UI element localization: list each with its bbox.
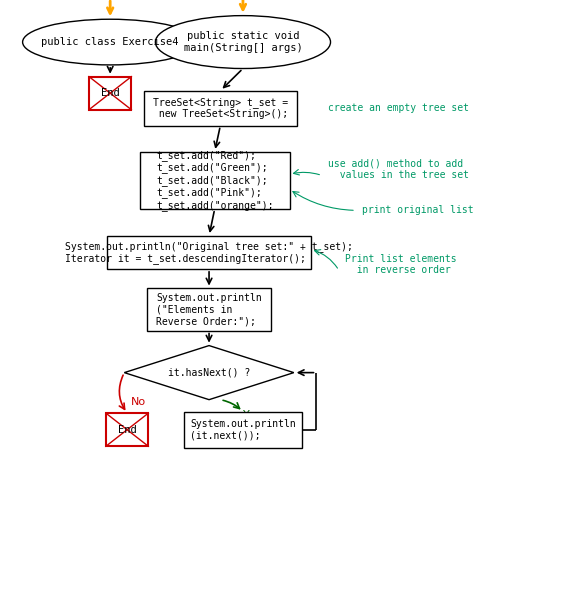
Ellipse shape	[155, 16, 331, 69]
Text: use add() method to add
  values in the tree set: use add() method to add values in the tr…	[328, 159, 469, 180]
Text: System.out.println("Original tree set:" + t_set);
Iterator it = t_set.descending: System.out.println("Original tree set:" …	[65, 241, 353, 264]
Bar	[147, 288, 271, 331]
Text: Print list elements
  in reverse order: Print list elements in reverse order	[345, 254, 457, 275]
Text: t_set.add("Red");
t_set.add("Green");
t_set.add("Black");
t_set.add("Pink");
t_s: t_set.add("Red"); t_set.add("Green"); t_…	[156, 150, 273, 211]
Text: create an empty tree set: create an empty tree set	[328, 103, 469, 113]
Text: it.hasNext() ?: it.hasNext() ?	[168, 368, 250, 377]
Polygon shape	[124, 346, 294, 400]
Bar	[106, 413, 148, 446]
Text: End: End	[101, 88, 120, 98]
Text: System.out.println
(it.next());: System.out.println (it.next());	[190, 419, 296, 441]
Text: No: No	[131, 397, 146, 407]
Bar	[184, 412, 302, 448]
Bar	[107, 236, 311, 269]
Bar	[140, 152, 289, 209]
Bar	[89, 76, 131, 109]
Text: End: End	[118, 425, 137, 435]
Text: public static void
main(String[] args): public static void main(String[] args)	[184, 31, 302, 53]
Text: System.out.println
("Elements in
Reverse Order:");: System.out.println ("Elements in Reverse…	[156, 293, 262, 326]
Text: print original list: print original list	[362, 206, 473, 215]
Text: TreeSet<String> t_set =
 new TreeSet<String>();: TreeSet<String> t_set = new TreeSet<Stri…	[153, 97, 288, 120]
Text: public class Exercise4: public class Exercise4	[41, 37, 179, 47]
Text: Yes: Yes	[242, 410, 260, 421]
Ellipse shape	[23, 19, 198, 65]
Bar	[144, 91, 297, 126]
